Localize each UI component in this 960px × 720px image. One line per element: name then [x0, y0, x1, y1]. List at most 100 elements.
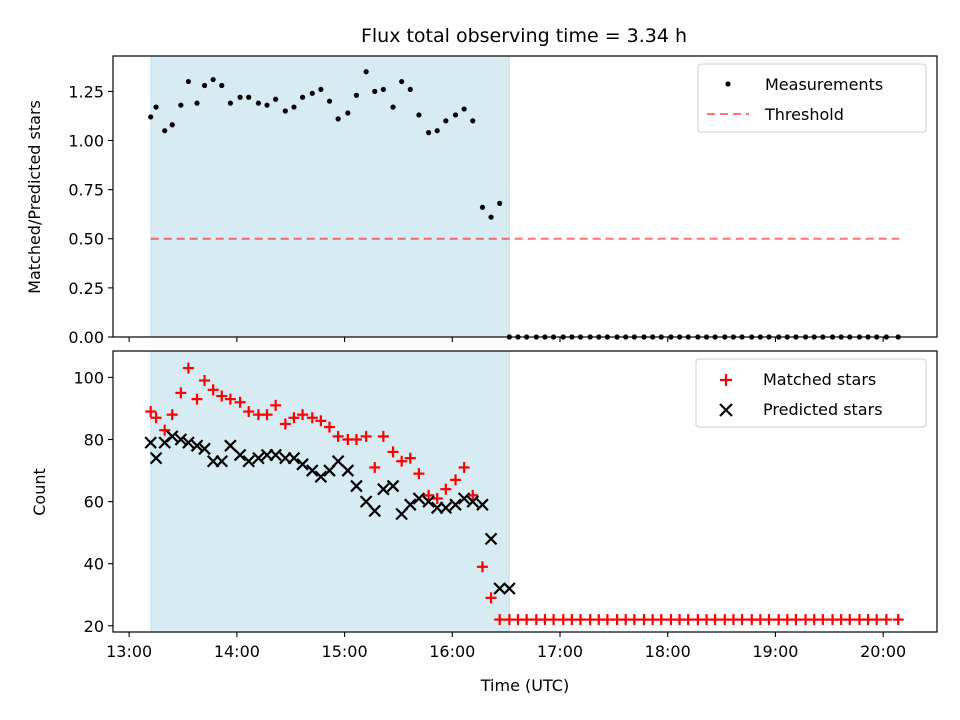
chart-title: Flux total observing time = 3.34 h — [361, 25, 687, 47]
x-tick-label: 14:00 — [214, 642, 260, 661]
matched-point — [440, 483, 452, 495]
matched-point — [279, 418, 291, 430]
predicted-point — [503, 582, 516, 595]
measurement-point — [372, 88, 378, 94]
predicted-point — [215, 454, 229, 468]
top-y-tick-label: 1.00 — [68, 131, 104, 150]
matched-point — [243, 406, 255, 418]
matched-point — [880, 614, 892, 626]
bottom-panel: 20 40 60 80 100 13:00 14:00 15:00 16:00 17:00 18:… — [30, 350, 938, 695]
predicted-point — [190, 439, 204, 452]
measurement-point — [443, 118, 449, 124]
matched-point — [369, 461, 381, 473]
bottom-y-tick-label: 40 — [84, 555, 104, 574]
measurement-point — [452, 112, 459, 118]
predicted-point-b — [149, 451, 163, 465]
bottom-observing-span — [150, 350, 510, 633]
predicted-point-b — [314, 470, 328, 484]
predicted-point-b — [476, 498, 489, 511]
predicted-point — [493, 582, 506, 595]
bottom-axes-frame — [112, 350, 938, 633]
predicted-point — [412, 492, 426, 505]
x-tick-label: 19:00 — [752, 642, 798, 661]
top-legend: Measurements Threshold — [697, 63, 927, 133]
predicted-point — [341, 464, 355, 477]
predicted-point-b — [198, 442, 211, 456]
predicted-point-b — [242, 454, 255, 468]
matched-point — [871, 614, 883, 626]
predicted-point — [331, 454, 345, 468]
predicted-point-b — [215, 454, 229, 468]
predicted-point — [287, 451, 301, 465]
measurement-point — [434, 128, 440, 134]
measurement-point — [461, 106, 467, 112]
measurement-point — [479, 204, 486, 210]
predicted-point — [422, 495, 435, 508]
matched-point — [207, 384, 219, 396]
x-tick-label: 20:00 — [860, 642, 906, 661]
matched-point — [763, 614, 775, 626]
matched-point — [485, 592, 497, 604]
bottom-legend-box — [695, 358, 927, 428]
measurement-point — [488, 214, 494, 220]
predicted-point — [314, 470, 328, 484]
matched-point — [450, 474, 462, 486]
predicted-point — [466, 495, 480, 508]
matched-point — [182, 362, 194, 374]
predicted-point-b — [466, 495, 480, 508]
matched-point — [404, 452, 416, 464]
predicted-point-b — [341, 464, 355, 477]
predicted-point-b — [404, 498, 417, 511]
matched-point — [387, 446, 399, 458]
measurement-point — [201, 82, 208, 89]
top-legend-box — [697, 63, 927, 133]
predicted-point — [404, 498, 417, 511]
x-tick-label: 16:00 — [429, 642, 475, 661]
matched-point — [288, 412, 300, 424]
matched-point — [431, 492, 443, 504]
predicted-point — [449, 498, 462, 511]
measurement-point — [335, 116, 341, 122]
measurement-point — [299, 94, 306, 100]
predicted-point-b — [296, 458, 309, 471]
predicted-point-b — [484, 532, 498, 546]
top-y-tick-label: 1.25 — [68, 82, 104, 101]
matched-point — [682, 614, 694, 626]
predicted-point-b — [269, 448, 282, 462]
predicted-point-b — [252, 451, 265, 465]
predicted-point-b — [422, 495, 435, 508]
matched-point — [377, 430, 389, 442]
measurement-point — [407, 86, 413, 93]
bottom-legend: Matched stars Predicted stars — [695, 358, 927, 428]
measurement-point — [153, 104, 159, 110]
measurement-point — [264, 102, 270, 108]
top-y-tick-label: 0.25 — [68, 279, 104, 298]
measurement-points — [148, 69, 901, 340]
matched-point — [360, 430, 372, 442]
measurement-point — [227, 100, 234, 106]
x-axis-label: Time (UTC) — [480, 676, 569, 695]
legend-measurements-marker — [725, 81, 731, 87]
measurement-point — [399, 78, 405, 85]
predicted-point — [350, 479, 363, 493]
top-y-axis: 0.00 0.25 0.50 0.75 1.00 1.25 — [68, 82, 113, 347]
measurement-point — [273, 96, 279, 102]
matched-stars-points — [145, 362, 904, 626]
matched-point — [458, 461, 470, 473]
measurement-point — [185, 78, 191, 85]
x-tick-label: 13:00 — [106, 642, 152, 661]
matched-point — [315, 415, 327, 427]
measurement-point — [390, 104, 396, 110]
predicted-point-b — [224, 439, 237, 452]
predicted-point — [224, 439, 237, 452]
measurement-point — [255, 100, 262, 106]
bottom-y-axis: 20 40 60 80 100 — [73, 368, 113, 636]
measurement-point — [318, 86, 324, 93]
top-y-tick-label: 0.75 — [68, 181, 104, 200]
measurement-point — [169, 122, 175, 128]
measurement-point — [219, 82, 225, 89]
matched-point — [413, 468, 425, 480]
predicted-point-b — [350, 479, 363, 493]
measurement-point — [326, 98, 333, 104]
